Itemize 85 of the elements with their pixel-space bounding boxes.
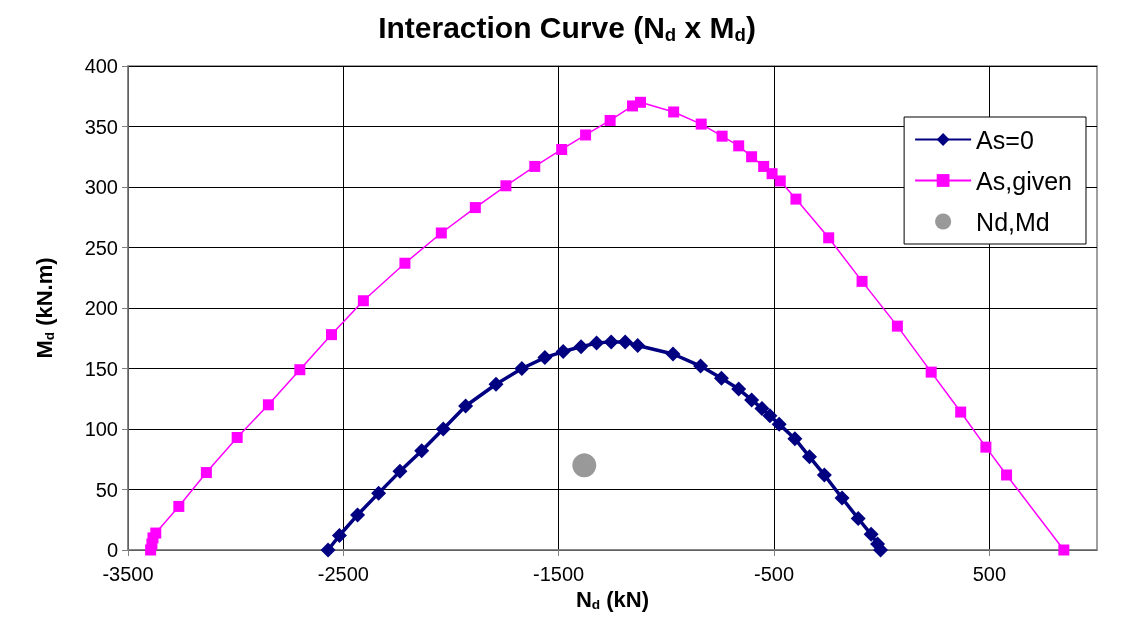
point [955, 406, 967, 418]
point [231, 431, 243, 443]
point [766, 168, 778, 180]
point [555, 344, 571, 360]
point [529, 160, 541, 172]
point [331, 527, 347, 543]
point [371, 485, 387, 501]
point [771, 416, 787, 432]
legend-label: Nd,Md [976, 207, 1050, 236]
y-tick-label: 150 [84, 357, 118, 380]
point [325, 329, 337, 341]
point [754, 400, 770, 416]
point [668, 106, 680, 118]
x-axis-title: Nd (kN) [575, 587, 650, 613]
point [863, 526, 879, 542]
point [573, 339, 589, 355]
point [399, 257, 411, 269]
legend-label: As=0 [976, 125, 1034, 154]
point [488, 376, 504, 392]
y-tick-label: 100 [84, 418, 118, 440]
point [435, 421, 451, 437]
point [350, 507, 366, 523]
point [603, 334, 619, 350]
point [469, 202, 481, 214]
point [716, 130, 728, 142]
point [665, 346, 681, 362]
x-tick-label: 500 [972, 563, 1007, 585]
point [514, 361, 530, 376]
point [790, 193, 802, 205]
point [556, 143, 568, 155]
point [1001, 469, 1013, 481]
y-tick-label: 300 [84, 176, 118, 198]
point [891, 320, 903, 332]
point [392, 463, 408, 479]
point [634, 96, 646, 108]
point [357, 295, 369, 307]
x-tick-label: -2500 [317, 563, 369, 585]
point [834, 490, 850, 506]
point [294, 364, 306, 376]
x-tick-label: -3500 [102, 563, 154, 585]
point [816, 467, 832, 483]
point [925, 366, 937, 378]
point [435, 227, 447, 239]
y-tick-label: 250 [84, 236, 118, 259]
point [580, 129, 592, 141]
point [630, 338, 646, 354]
point [1058, 544, 1070, 556]
legend-label: As,given [976, 166, 1072, 195]
point [731, 381, 747, 397]
point [850, 511, 866, 527]
x-tick-label: -500 [753, 563, 795, 585]
y-tick-label: 400 [84, 55, 118, 77]
point [713, 370, 729, 386]
point [774, 175, 786, 187]
point [746, 151, 758, 163]
point [572, 453, 597, 478]
y-axis-title: Md (kN.m) [31, 257, 57, 359]
point [693, 358, 709, 374]
point [733, 140, 745, 152]
point [537, 350, 553, 366]
point [150, 527, 162, 539]
point [762, 408, 778, 424]
point [200, 467, 212, 479]
point [802, 449, 818, 465]
point [414, 443, 430, 459]
point [744, 392, 760, 408]
point [320, 542, 336, 558]
x-tick-label: -1500 [533, 563, 585, 585]
point [458, 398, 474, 414]
point [262, 399, 274, 411]
point [695, 118, 707, 130]
point [758, 160, 770, 172]
point [604, 114, 616, 126]
point [980, 441, 992, 453]
y-tick-label: 350 [84, 115, 118, 138]
point [589, 335, 605, 351]
y-tick-label: 0 [106, 539, 118, 561]
point [173, 500, 185, 512]
point [787, 431, 803, 447]
point [856, 275, 868, 287]
point [617, 334, 633, 350]
y-tick-label: 200 [84, 297, 118, 319]
y-tick-label: 50 [95, 478, 118, 501]
point [823, 232, 835, 244]
point [500, 180, 512, 192]
